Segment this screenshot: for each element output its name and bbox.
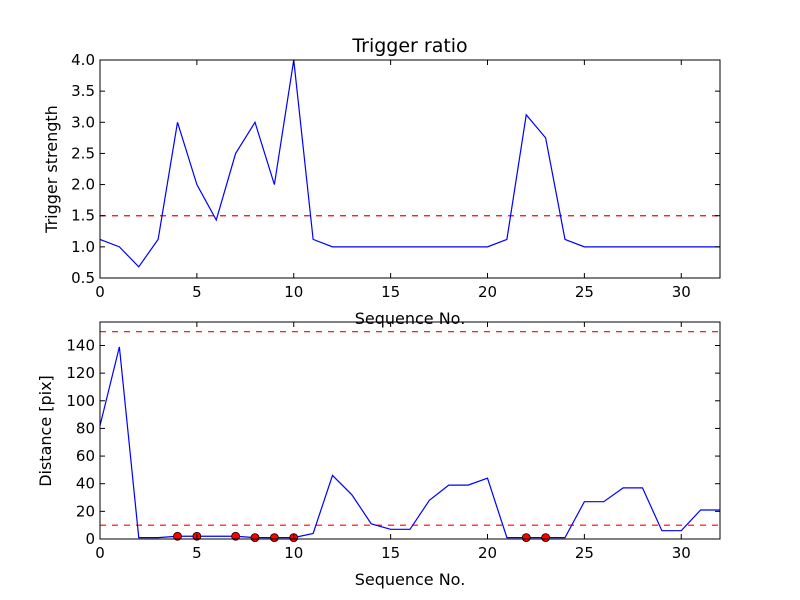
chart-title: Trigger ratio (351, 35, 467, 57)
x-tick-label: 0 (95, 283, 105, 301)
y-tick-label: 40 (76, 475, 95, 493)
trigger-ratio-panel: Trigger ratio Sequence No. Trigger stren… (42, 35, 721, 328)
distance-panel: Sequence No. Distance [pix] 0 5 10 15 20 25 30… (36, 321, 721, 589)
y-tick-label: 1.5 (71, 207, 95, 225)
x-tick-label: 30 (672, 283, 691, 301)
x-tick-label: 15 (381, 283, 400, 301)
x-tick-label: 15 (381, 544, 400, 562)
y-tick-label: 3.5 (71, 82, 95, 100)
x-tick-label: 30 (672, 544, 691, 562)
x-tick-label: 10 (284, 544, 303, 562)
y-tick-label: 2.5 (71, 144, 95, 162)
y-tick-label: 2.0 (71, 176, 95, 194)
y-tick-label: 100 (66, 392, 95, 410)
data-point-marker (173, 531, 182, 541)
x-tick-label: 5 (192, 283, 202, 301)
data-point-marker (521, 533, 531, 543)
plot-area: 0 5 10 15 20 25 30 0.5 1.0 1.5 2.0 2.5 3.0 3.5 4.0 (71, 51, 721, 301)
y-tick-label: 80 (76, 419, 95, 437)
data-point-marker (231, 531, 241, 541)
series-line (99, 59, 720, 268)
data-point-marker (250, 533, 260, 543)
y-tick-label: 120 (66, 364, 95, 382)
x-tick-label: 5 (192, 544, 202, 562)
x-tick-label: 10 (284, 283, 303, 301)
y-tick-label: 20 (76, 502, 95, 520)
y-tick-label: 0.5 (71, 269, 95, 287)
y-tick-label: 3.0 (71, 113, 95, 131)
y-tick-label: 0 (85, 530, 95, 548)
x-axis-label: Sequence No. (355, 570, 466, 589)
y-axis-label: Distance [pix] (36, 375, 55, 487)
y-axis-label: Trigger strength (42, 105, 61, 234)
x-axis-label: Sequence No. (355, 309, 466, 328)
y-tick-label: 1.0 (71, 238, 95, 256)
axes-frame (99, 321, 721, 540)
y-tick-label: 140 (66, 336, 95, 354)
axes-frame (99, 59, 721, 279)
series-line (99, 346, 720, 539)
data-point-marker (269, 533, 279, 543)
data-point-marker (541, 533, 551, 543)
y-tick-label: 4.0 (71, 51, 95, 69)
x-tick-label: 25 (575, 544, 594, 562)
x-tick-label: 20 (478, 544, 497, 562)
y-tick-label: 60 (76, 447, 95, 465)
plot-area: 0 5 10 15 20 25 30 0 20 40 60 80 100 120 140 (66, 321, 721, 562)
x-tick-label: 20 (478, 283, 497, 301)
x-tick-label: 25 (575, 283, 594, 301)
x-tick-label: 0 (95, 544, 105, 562)
